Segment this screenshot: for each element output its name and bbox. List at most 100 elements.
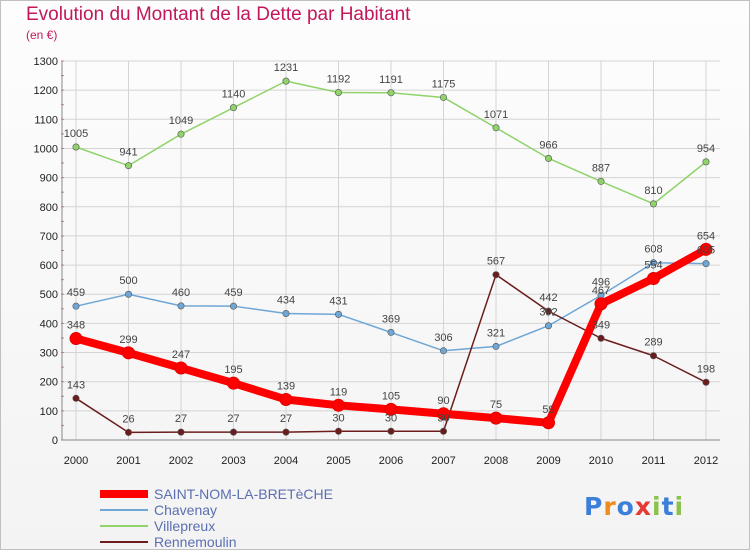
y-tick-label: 1000: [34, 143, 58, 155]
data-label: 90: [437, 395, 449, 407]
data-label: 1005: [64, 128, 88, 140]
legend-label: Rennemoulin: [154, 534, 237, 550]
legend-swatch: [100, 490, 148, 498]
logo-letter: o: [616, 492, 635, 521]
data-label: 26: [122, 413, 134, 425]
x-tick-label: 2006: [379, 455, 403, 467]
chart-title: Evolution du Montant de la Dette par Hab…: [26, 4, 411, 25]
data-point: [177, 428, 185, 436]
logo-letter: r: [603, 492, 617, 521]
data-point: [230, 104, 238, 112]
x-tick-label: 2002: [169, 455, 193, 467]
data-label: 605: [697, 245, 715, 257]
data-point: [384, 402, 398, 416]
data-label: 369: [382, 313, 400, 325]
grid: [62, 60, 720, 441]
data-label: 442: [539, 292, 557, 304]
proxiti-logo: Proxiti: [584, 492, 684, 521]
y-tick-label: 200: [40, 377, 58, 389]
data-point: [177, 302, 185, 310]
y-tick-label: 1300: [34, 56, 58, 68]
y-tick-label: 900: [40, 173, 58, 185]
data-point: [702, 378, 710, 386]
data-point: [332, 398, 345, 412]
data-point: [649, 200, 657, 208]
data-point: [544, 307, 552, 315]
data-point: [174, 361, 188, 375]
data-label: 554: [644, 259, 662, 271]
data-label: 496: [592, 276, 610, 288]
data-point: [282, 77, 290, 85]
data-label: 392: [539, 307, 557, 319]
data-label: 500: [119, 275, 137, 287]
data-label: 1140: [222, 89, 246, 101]
data-point: [230, 302, 238, 310]
data-label: 30: [437, 412, 449, 424]
data-labels: 1005 941 1049 1140 1231 1192 1191 1175 1071 966 88…: [64, 62, 715, 425]
data-label: 654: [697, 230, 715, 242]
data-label: 941: [119, 147, 137, 159]
y-tick-label: 100: [40, 406, 58, 418]
data-point: [544, 322, 552, 330]
data-label: 139: [277, 380, 295, 392]
data-point: [594, 297, 608, 311]
y-tick-label: 0: [52, 435, 58, 447]
data-point: [177, 130, 185, 138]
y-tick-label: 800: [40, 202, 58, 214]
data-label: 30: [332, 412, 344, 424]
data-point: [125, 290, 133, 298]
logo-letter: x: [634, 492, 652, 521]
x-tick-label: 2012: [694, 455, 718, 467]
data-label: 306: [434, 332, 452, 344]
data-label: 195: [224, 364, 242, 376]
x-tick-label: 2010: [589, 455, 613, 467]
data-label: 299: [119, 334, 137, 346]
logo-letter: t: [661, 492, 675, 521]
legend-label: SAINT-NOM-LA-BRETèCHE: [154, 486, 333, 502]
data-label: 1191: [379, 74, 403, 86]
data-point: [597, 177, 605, 185]
data-label: 431: [329, 295, 347, 307]
legend-label: Chavenay: [154, 502, 218, 518]
data-label: 1231: [274, 62, 298, 74]
data-label: 321: [487, 327, 505, 339]
logo-letter: P: [584, 492, 604, 521]
data-label: 810: [644, 185, 662, 197]
data-label: 460: [172, 287, 190, 299]
data-label: 59: [542, 404, 554, 416]
data-point: [544, 154, 552, 162]
x-tick-label: 2011: [642, 455, 666, 467]
x-tick-label: 2000: [64, 455, 88, 467]
data-point: [492, 271, 500, 279]
data-point: [69, 332, 83, 346]
data-label: 1192: [327, 73, 351, 85]
legend: SAINT-NOM-LA-BRETèCHE Chavenay Villepreux R…: [100, 486, 333, 550]
data-point: [702, 260, 710, 268]
data-point: [439, 93, 447, 101]
data-point: [334, 310, 342, 318]
data-label: 459: [224, 287, 242, 299]
data-label: 105: [382, 390, 400, 402]
data-label: 247: [172, 349, 190, 361]
legend-item: SAINT-NOM-LA-BRETèCHE: [100, 486, 333, 502]
x-tick-label: 2005: [326, 455, 350, 467]
data-point: [72, 143, 80, 151]
y-tick-label: 400: [40, 318, 58, 330]
x-tick-label: 2004: [274, 455, 298, 467]
data-point: [699, 242, 713, 256]
data-point: [489, 411, 503, 425]
data-point: [125, 162, 133, 170]
data-label: 75: [490, 399, 502, 411]
legend-item: Rennemoulin: [100, 534, 333, 550]
data-label: 27: [280, 413, 292, 425]
data-label: 954: [697, 143, 715, 155]
data-label: 289: [644, 337, 662, 349]
legend-label: Villepreux: [154, 518, 216, 534]
data-label: 198: [697, 363, 715, 375]
legend-swatch: [100, 541, 148, 543]
chart-subtitle: (en €): [26, 28, 58, 42]
data-label: 887: [592, 162, 610, 174]
series-lines: [69, 77, 713, 436]
